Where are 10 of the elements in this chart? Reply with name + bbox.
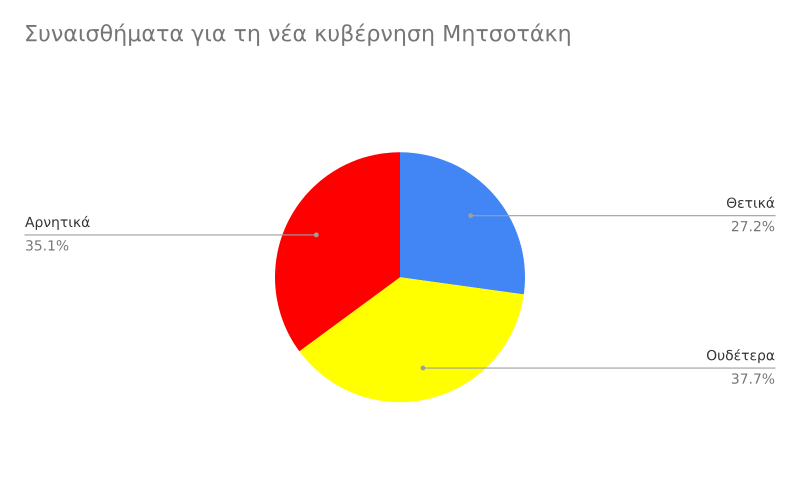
pie-slice [400, 152, 525, 294]
slice-label: Θετικά [726, 196, 774, 208]
chart-title: Συναισθήματα για τη νέα κυβέρνηση Μητσοτάκη [26, 23, 570, 46]
pie-slice [299, 277, 524, 402]
data-label: 27.2% [732, 220, 774, 232]
slice-label: Αρνητικά [25, 216, 90, 230]
data-label: 35.1% [26, 240, 68, 251]
pie-slice [275, 152, 400, 352]
data-label: 37.7% [732, 373, 774, 384]
slice-label: Ουδέτερα [706, 349, 774, 364]
